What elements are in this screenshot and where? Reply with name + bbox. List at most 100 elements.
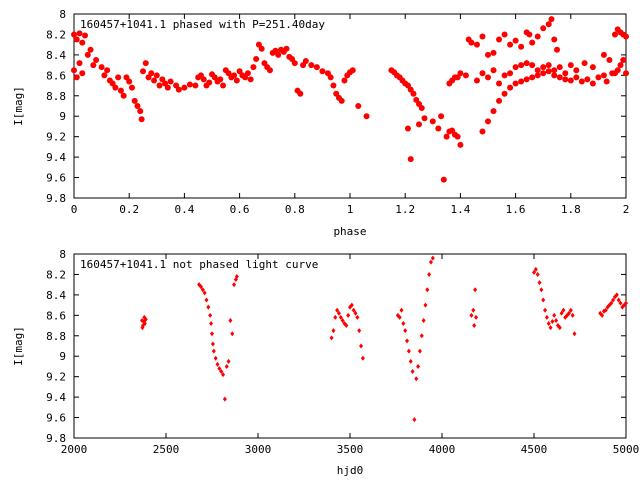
x-tick-label: 0 (71, 203, 78, 216)
data-point (551, 67, 558, 74)
data-point (217, 76, 224, 83)
data-point (206, 79, 213, 86)
data-point (137, 108, 144, 115)
data-point (548, 325, 553, 331)
data-point (624, 300, 628, 306)
data-point (192, 82, 199, 89)
data-point (501, 72, 508, 79)
data-point (226, 358, 231, 364)
data-point (490, 49, 497, 56)
data-point (454, 133, 461, 140)
unphased-light-curve-panel: 160457+1041.1 not phased light curve hjd… (12, 248, 639, 477)
data-point (430, 255, 435, 261)
data-point (291, 60, 298, 67)
data-point (589, 64, 596, 71)
x-tick-label: 0.4 (174, 203, 194, 216)
x-tick-label: 2 (623, 203, 630, 216)
data-point (353, 310, 358, 316)
data-point (410, 369, 415, 375)
x-tick-label: 1.2 (395, 203, 415, 216)
data-point (570, 312, 575, 318)
data-point (523, 60, 530, 67)
data-point (423, 302, 428, 308)
axis-ticks: 2000 2500 3000 3500 4000 4500 5000 8 8.2 8.4 8.6 8.… (46, 248, 639, 456)
data-point (76, 60, 83, 67)
data-point (333, 314, 338, 320)
data-point (219, 369, 224, 375)
data-point (473, 287, 478, 293)
data-point (490, 108, 497, 115)
data-point (540, 25, 547, 32)
data-point (443, 133, 450, 140)
data-point (545, 21, 552, 28)
data-point (206, 304, 211, 310)
data-point (416, 363, 421, 369)
data-point (479, 70, 486, 77)
data-point (595, 74, 602, 81)
data-point (128, 84, 135, 91)
x-tick-label: 3500 (337, 443, 364, 456)
data-point (617, 62, 624, 69)
data-point (507, 41, 514, 48)
data-point (540, 70, 547, 77)
y-tick-label: 8 (59, 248, 66, 261)
data-point (532, 269, 536, 275)
data-point (142, 314, 147, 320)
data-point (341, 77, 348, 84)
data-point (418, 105, 425, 112)
x-tick-label: 4000 (429, 443, 456, 456)
data-point (233, 77, 240, 84)
data-point (231, 72, 238, 79)
data-point (548, 16, 555, 23)
data-point (614, 292, 619, 298)
data-point (142, 321, 147, 327)
data-point (611, 31, 618, 38)
data-point (518, 78, 525, 85)
data-point (616, 297, 621, 303)
data-point (200, 287, 205, 293)
data-point (156, 82, 163, 89)
data-point (603, 78, 610, 85)
data-point (331, 328, 336, 334)
y-tick-label: 8.8 (46, 330, 66, 343)
data-point (541, 297, 546, 303)
data-point (401, 321, 406, 327)
data-point (535, 271, 540, 277)
data-point (87, 46, 94, 53)
data-point (462, 72, 469, 79)
data-point (213, 355, 218, 361)
data-point (438, 113, 445, 120)
data-point (421, 115, 428, 122)
data-point (329, 335, 334, 341)
data-point (104, 67, 111, 74)
data-point (440, 176, 447, 183)
data-point (360, 355, 365, 361)
data-point (518, 43, 525, 50)
data-point (217, 365, 222, 371)
x-tick-label: 3000 (245, 443, 272, 456)
data-point (338, 97, 345, 104)
data-point (210, 341, 215, 347)
data-point (507, 70, 514, 77)
data-point (546, 321, 551, 327)
plot-frame (73, 253, 627, 439)
data-point (523, 76, 530, 83)
data-point (479, 128, 486, 135)
data-point (496, 80, 503, 87)
data-point (134, 103, 141, 109)
chart-title: 160457+1041.1 phased with P=251.40day (80, 18, 325, 31)
data-point (427, 271, 432, 277)
data-point (551, 36, 558, 43)
data-point (501, 90, 508, 97)
data-point (603, 307, 608, 313)
data-point (469, 312, 474, 318)
data-point (551, 72, 558, 79)
data-point (253, 55, 260, 62)
data-point (496, 97, 503, 104)
data-point (153, 72, 160, 79)
x-tick-label: 0.8 (285, 203, 305, 216)
data-point (419, 333, 424, 339)
data-point (93, 57, 100, 63)
data-point (220, 82, 227, 89)
data-point (473, 41, 480, 48)
